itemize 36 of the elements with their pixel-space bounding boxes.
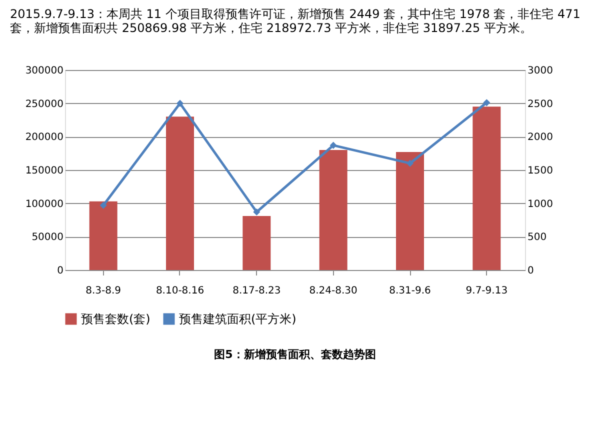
point xyxy=(176,100,184,107)
bar xyxy=(319,150,348,270)
y-tick-label: 150000 xyxy=(25,166,64,176)
y-tick-label: 200000 xyxy=(25,132,64,144)
chart-title: 2015.9.7-9.13：本周共 11 个项目取得预售许可证，新增预售 2449 套，其中住宅 1978 套，非住宅 471 套，新增预售面积共 250869.98 平方米，住宅 218972.73 平方米，非住宅 31897.25 平方米。 xyxy=(10,7,580,35)
y2-tick-label: 1000 xyxy=(528,198,553,210)
caption: 图5：新增预售面积、套数趋势图 xyxy=(214,348,376,361)
bar xyxy=(396,152,424,270)
point xyxy=(100,202,107,209)
y-tick-label: 100000 xyxy=(25,198,64,210)
y-tick-label: 50000 xyxy=(32,232,64,244)
x-tick-label: 8.24-8.30 xyxy=(309,286,358,296)
point xyxy=(483,99,490,106)
legend-label: 预售建筑面积(平方米) xyxy=(179,312,296,326)
bar xyxy=(166,116,194,270)
y-tick-label: 300000 xyxy=(25,66,64,76)
point xyxy=(406,160,414,167)
y2-tick-label: 0 xyxy=(528,266,534,276)
x-tick-label: 9.7-9.13 xyxy=(466,286,508,296)
y2-tick-label: 2000 xyxy=(528,132,553,144)
y2-tick-label: 1500 xyxy=(528,166,553,176)
y2-tick-label: 3000 xyxy=(528,66,553,76)
y2-tick-label: 2500 xyxy=(528,98,553,110)
y-tick-label: 250000 xyxy=(25,98,64,110)
legend-label: 预售套数(套) xyxy=(81,312,150,326)
x-tick-label: 8.17-8.23 xyxy=(232,286,281,296)
bar xyxy=(242,216,271,270)
bar xyxy=(89,201,118,270)
point xyxy=(330,142,337,149)
x-tick-label: 8.31-9.6 xyxy=(389,286,431,296)
bar xyxy=(472,106,501,270)
point xyxy=(253,208,260,216)
x-tick-label: 8.3-8.9 xyxy=(86,286,122,296)
y2-tick-label: 500 xyxy=(528,232,547,244)
y-tick-label: 0 xyxy=(57,266,64,276)
x-tick-label: 8.10-8.16 xyxy=(156,286,204,296)
